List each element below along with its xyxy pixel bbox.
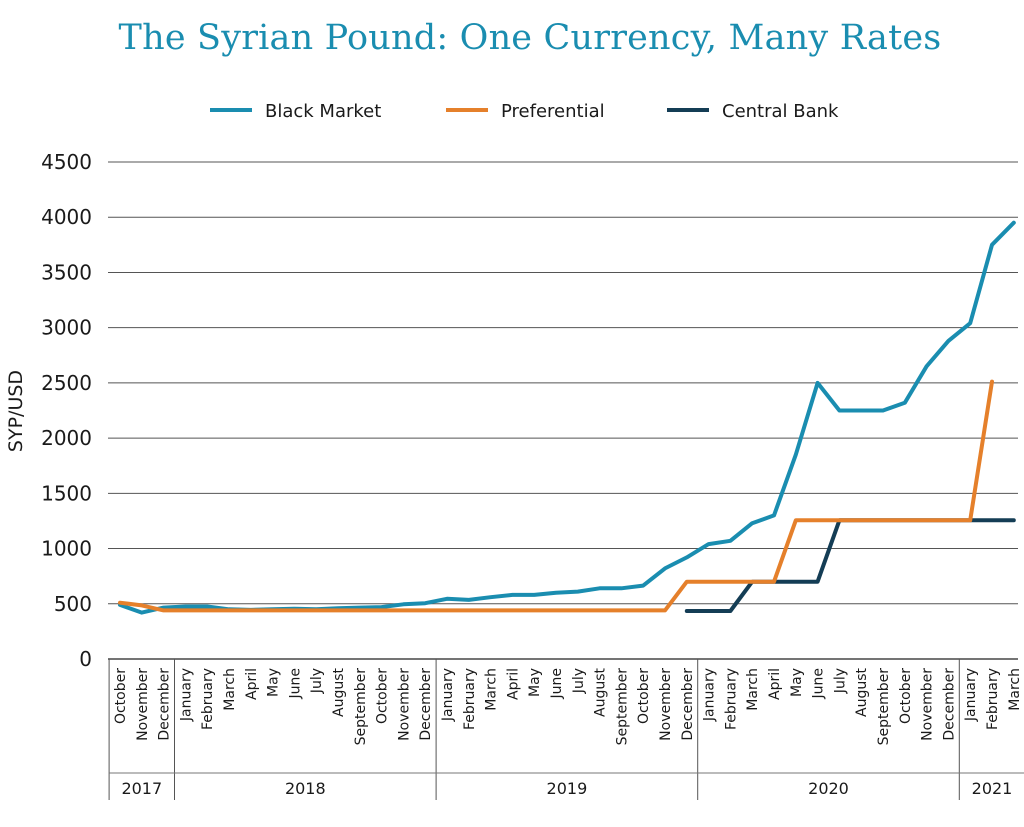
x-tick-label: March [1007,668,1023,711]
x-tick-label: July [309,668,325,694]
x-tick-label: December [418,668,434,741]
x-tick-label: December [941,668,957,741]
legend: Black Market Preferential Central Bank [210,101,839,122]
x-tick-label: October [898,668,914,724]
x-tick-label: January [702,668,718,722]
x-tick-label: March [745,668,761,711]
year-label: 2017 [121,779,162,798]
x-tick-label: March [484,668,500,711]
y-tick-label: 4000 [41,205,92,229]
series-lines [118,220,1016,615]
year-label: 2019 [547,779,588,798]
x-tick-label: February [723,668,739,730]
x-tick-label: August [593,667,609,717]
legend-label: Black Market [265,101,381,122]
x-tick-label: June [549,668,565,700]
grid-lines [108,161,1018,660]
year-label: 2020 [808,779,849,798]
x-tick-label: April [505,668,521,700]
x-tick-label: July [571,668,587,694]
x-tick-label: June [811,668,827,700]
series-line-black-market [118,220,1016,615]
y-tick-label: 1500 [41,481,92,505]
y-tick-label: 1000 [41,537,92,561]
legend-label: Central Bank [722,101,839,122]
x-tick-label: April [244,668,260,700]
y-tick-label: 2500 [41,371,92,395]
chart-title: The Syrian Pound: One Currency, Many Rat… [118,18,942,58]
y-tick-label: 2000 [41,426,92,450]
x-tick-label: February [985,668,1001,730]
x-tick-label: September [614,668,630,746]
legend-label: Preferential [501,101,605,122]
x-tick-label: December [157,668,173,741]
x-tick-label: May [527,668,543,697]
x-tick-label: November [135,668,151,741]
x-tick-label: December [680,668,696,741]
x-tick-label: March [222,668,238,711]
x-tick-label: September [876,668,892,746]
x-tick-label: January [440,668,456,722]
x-tick-label: May [266,668,282,697]
x-tick-label: September [353,668,369,746]
y-tick-label: 3000 [41,316,92,340]
x-axis: October November December January February Ma… [108,659,1024,800]
y-tick-label: 4500 [41,150,92,174]
year-label: 2021 [972,779,1013,798]
x-tick-label: November [658,668,674,741]
x-tick-label: May [789,668,805,697]
x-tick-label: August [331,667,347,717]
y-tick-label: 0 [79,647,92,671]
x-tick-label: January [178,668,194,722]
y-tick-label: 500 [54,592,92,616]
x-tick-label: July [832,668,848,694]
x-tick-label: August [854,667,870,717]
x-tick-label: January [963,668,979,722]
x-tick-label: February [462,668,478,730]
y-tick-labels: 0 500 1000 1500 2000 2500 3000 3500 4000 4500 [41,150,92,671]
x-tick-label: November [920,668,936,741]
x-tick-label: June [287,668,303,700]
year-label: 2018 [285,779,326,798]
y-tick-label: 3500 [41,260,92,284]
x-tick-label: February [200,668,216,730]
x-tick-label: October [636,668,652,724]
x-tick-label: April [767,668,783,700]
x-tick-label: October [113,668,129,724]
y-axis-label: SYP/USD [5,370,27,452]
series-line-preferential [118,379,994,613]
x-tick-label: October [375,668,391,724]
x-tick-label: November [396,668,412,741]
